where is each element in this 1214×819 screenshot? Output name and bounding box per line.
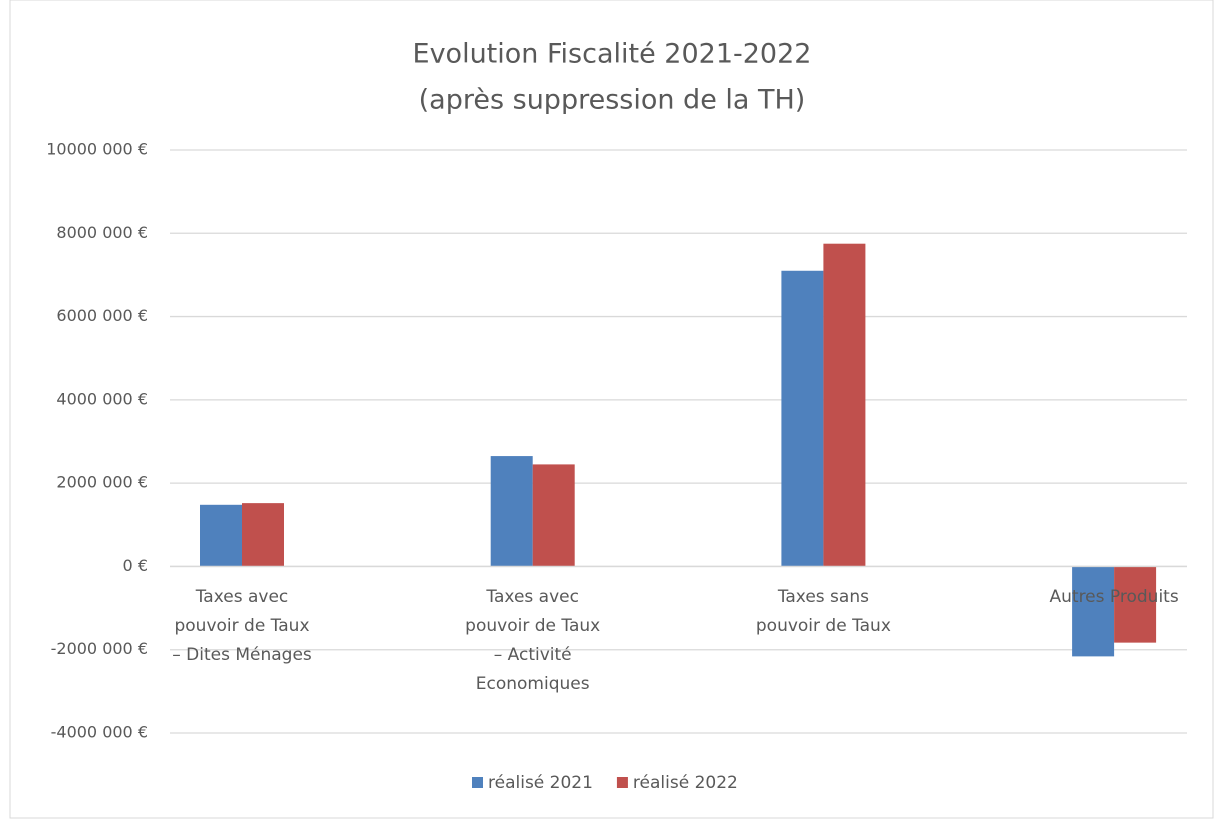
y-tick-label: 2000 000 € (56, 473, 148, 492)
bar (781, 270, 824, 567)
bar (823, 243, 866, 567)
bar (200, 504, 242, 567)
bar (242, 503, 284, 567)
legend-label: réalisé 2021 (488, 773, 593, 793)
legend-swatch (472, 777, 483, 788)
y-tick-label: 8000 000 € (56, 223, 148, 242)
y-tick-label: 6000 000 € (56, 306, 148, 325)
bar (1114, 566, 1157, 643)
y-tick-label: -4000 000 € (51, 723, 148, 742)
legend-label: réalisé 2022 (633, 773, 738, 793)
chart-subtitle: (après suppression de la TH) (419, 85, 806, 116)
x-tick-label: Autres Produits (1050, 587, 1179, 607)
y-tick-label: 4000 000 € (56, 389, 148, 408)
bar (532, 464, 575, 567)
x-tick-label: Taxes avec pouvoir de Taux – Dites Ménages (172, 587, 312, 665)
bar (490, 456, 533, 567)
y-tick-label: 0 € (123, 556, 148, 575)
chart-title: Evolution Fiscalité 2021-2022 (413, 39, 812, 70)
x-tick-label: Taxes sans pouvoir de Taux (756, 587, 891, 636)
bar (1072, 566, 1115, 657)
y-tick-label: 10000 000 € (46, 140, 148, 159)
y-tick-label: -2000 000 € (51, 639, 148, 658)
x-tick-label: Taxes avec pouvoir de Taux – Activité Econo… (465, 587, 600, 694)
legend-swatch (616, 777, 628, 788)
chart-frame (9, 0, 1214, 819)
